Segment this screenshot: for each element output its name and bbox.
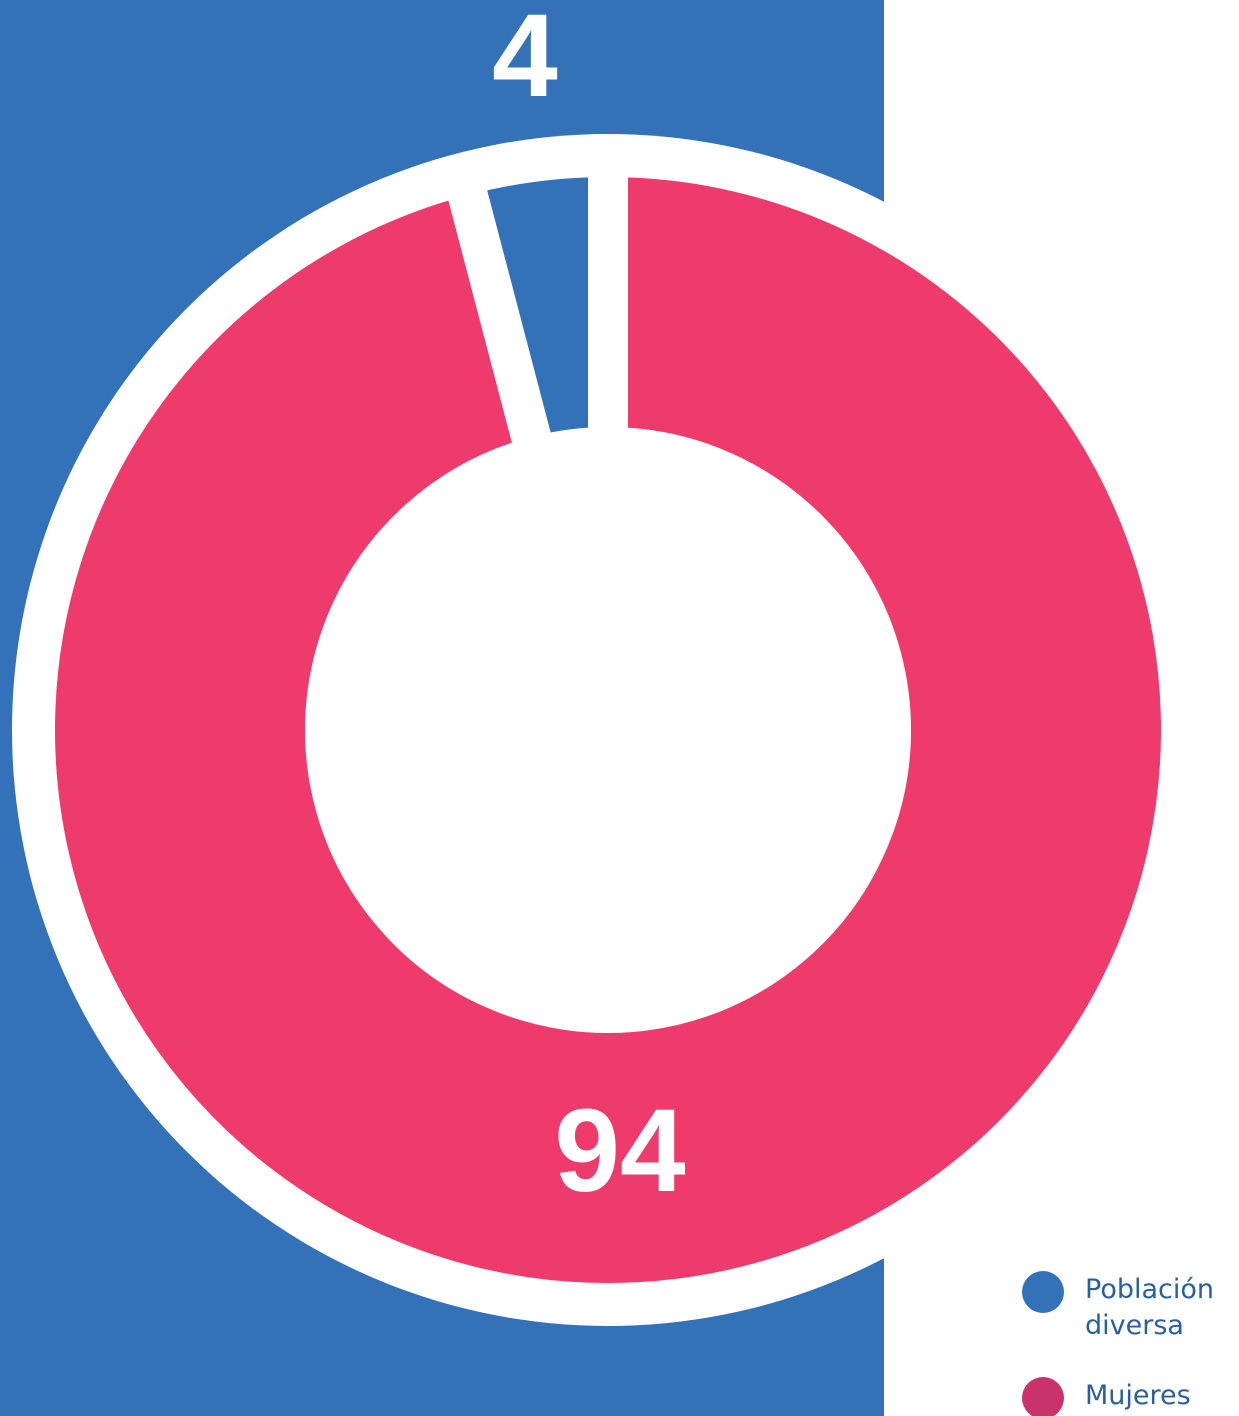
legend-swatch: [1022, 1271, 1064, 1313]
donut-slice: [15, 136, 1201, 1323]
value-label: 94: [554, 1085, 685, 1217]
donut-slice: [438, 136, 628, 481]
legend-label: Mujeres: [1085, 1380, 1191, 1411]
value-label: 4: [492, 0, 558, 122]
legend-label: Población diversa: [1085, 1274, 1215, 1341]
legend-swatch: [1022, 1377, 1064, 1416]
